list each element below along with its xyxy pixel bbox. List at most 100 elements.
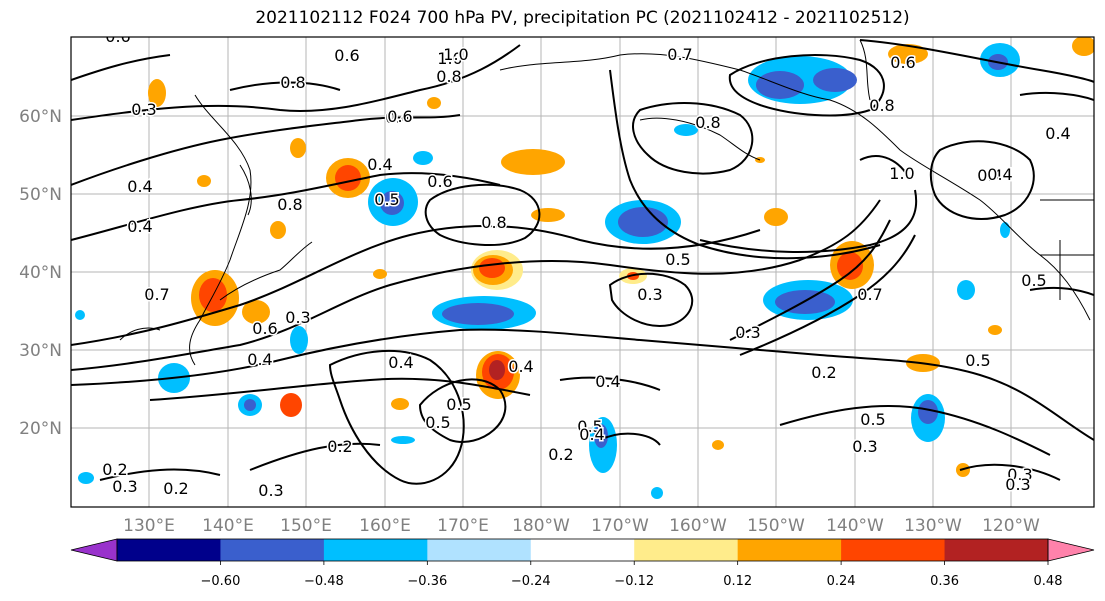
precip-positive-area <box>335 165 361 191</box>
precip-negative-area <box>413 151 433 165</box>
contour-label: 0.2 <box>163 479 188 498</box>
longitude-label: 140°W <box>826 516 884 536</box>
contour-label: 0.7 <box>667 45 692 64</box>
precip-positive-area <box>373 269 387 279</box>
contour-label: 0.6 <box>890 53 915 72</box>
contour-label: 0.8 <box>436 67 461 86</box>
contour-label: 0.4 <box>127 177 152 196</box>
colorbar: −0.60 −0.48 −0.36 −0.24 −0.12 0.12 0.24 0.36 0.4… <box>70 538 1095 589</box>
longitude-label: 160°E <box>359 516 411 536</box>
precip-positive-area <box>764 208 788 226</box>
contour-label: 0.6 <box>427 172 452 191</box>
colorbar-segment <box>634 539 739 561</box>
longitude-label: 150°W <box>747 516 805 536</box>
precip-positive-area <box>988 325 1002 335</box>
contour-labels: 0.60.60.81.00.80.3 0.40.40.60.50.80.40.40… <box>101 27 1072 502</box>
contour-label: 0.4 <box>508 357 533 376</box>
colorbar-tick-label: −0.48 <box>304 574 344 589</box>
contour-label: 0.4 <box>595 372 620 391</box>
colorbar-tick-label: 0.12 <box>723 574 752 589</box>
contour-label: 0.6 <box>252 319 277 338</box>
contour-label: 0.4 <box>367 155 392 174</box>
contour-label: 0.4 <box>385 108 410 127</box>
contour-label: 0.4 <box>1045 124 1070 143</box>
latitude-label: 60°N <box>19 107 62 127</box>
contour-label: 0.3 <box>112 477 137 496</box>
contour-label: 0.5 <box>374 190 399 209</box>
contour-label: 0.3 <box>131 100 156 119</box>
precip-negative-area <box>290 326 308 354</box>
precip-negative-area <box>674 124 698 136</box>
contour-label: 0.8 <box>869 96 894 115</box>
colorbar-segment <box>530 539 635 561</box>
precip-negative-area <box>244 399 256 411</box>
contour-label: 0.3 <box>1005 475 1030 494</box>
longitude-label: 120°W <box>982 516 1040 536</box>
longitude-label: 180°W <box>512 516 570 536</box>
longitude-label: 170°E <box>437 516 489 536</box>
contour-label: 0.5 <box>860 410 885 429</box>
precip-positive-area <box>479 258 505 278</box>
colorbar-outline <box>116 538 1049 562</box>
contour-label: 0.3 <box>735 323 760 342</box>
contour-label: 0.3 <box>637 285 662 304</box>
colorbar-tick-label: −0.24 <box>511 574 551 589</box>
contour-label: 0.4 <box>388 353 413 372</box>
longitude-label: 160°W <box>669 516 727 536</box>
contour-label: 0.5 <box>425 413 450 432</box>
contour-label: 0.3 <box>1007 465 1032 484</box>
contour-label: 0.2 <box>102 460 127 479</box>
precip-negative-area <box>651 487 663 499</box>
precip-negative-area <box>78 472 94 484</box>
contour-label: 0.8 <box>481 213 506 232</box>
contour-label: 0.8 <box>695 113 720 132</box>
precip-negative-area <box>957 280 975 300</box>
precip-positive-area <box>888 44 928 64</box>
contour-label: 0.2 <box>327 437 352 456</box>
precip-positive-area <box>1072 37 1094 56</box>
precip-positive-area <box>427 97 441 109</box>
contour-label: 0.5 <box>1021 271 1046 290</box>
colorbar-segment <box>841 539 946 561</box>
longitude-label: 150°E <box>280 516 332 536</box>
colorbar-tick-label: −0.60 <box>201 574 241 589</box>
contour-label: 1.0 <box>889 164 914 183</box>
contour-label: 0.3 <box>852 437 877 456</box>
latitude-label: 30°N <box>19 341 62 361</box>
precip-positive-area <box>712 440 724 450</box>
colorbar-segment <box>944 539 1049 561</box>
precip-positive-area <box>242 300 270 324</box>
longitude-label: 130°W <box>904 516 962 536</box>
contour-label: 0.8 <box>280 73 305 92</box>
contour-label: 0.6 <box>387 107 412 126</box>
colorbar-segment <box>323 539 428 561</box>
precip-positive-area <box>391 398 409 410</box>
contour-label: 1.0 <box>437 49 462 68</box>
pv-contours <box>71 39 1094 485</box>
contour-label: 0.2 <box>811 363 836 382</box>
contour-label: 0.4 <box>987 165 1012 184</box>
contour-label: 0.3 <box>258 481 283 500</box>
precip-negative-area <box>380 191 404 215</box>
contour-label: 0.6 <box>105 27 130 46</box>
contour-label: 1.0 <box>443 45 468 64</box>
colorbar-segment <box>427 539 532 561</box>
longitude-label: 130°E <box>123 516 175 536</box>
precip-negative-area <box>391 436 415 444</box>
longitude-labels: 130°E 140°E 150°E 160°E 170°E 180°W 170°W 160°W… <box>123 516 1040 536</box>
precipitation-shading <box>75 37 1094 499</box>
precip-negative-area <box>1000 222 1010 238</box>
colorbar-extend-low <box>70 538 118 562</box>
contour-label: 0.5 <box>577 417 602 436</box>
coastlines <box>119 39 1094 366</box>
colorbar-tick-label: −0.36 <box>407 574 447 589</box>
contour-label: 0.4 <box>579 425 604 444</box>
precip-negative-area <box>442 303 514 325</box>
latitude-labels: 60°N 50°N 40°N 30°N 20°N <box>19 107 62 439</box>
precip-positive-area <box>270 221 286 239</box>
precip-negative-area <box>813 68 857 92</box>
colorbar-tick-label: 0.24 <box>827 574 856 589</box>
precip-positive-area <box>290 138 306 158</box>
precip-positive-area <box>280 393 302 417</box>
